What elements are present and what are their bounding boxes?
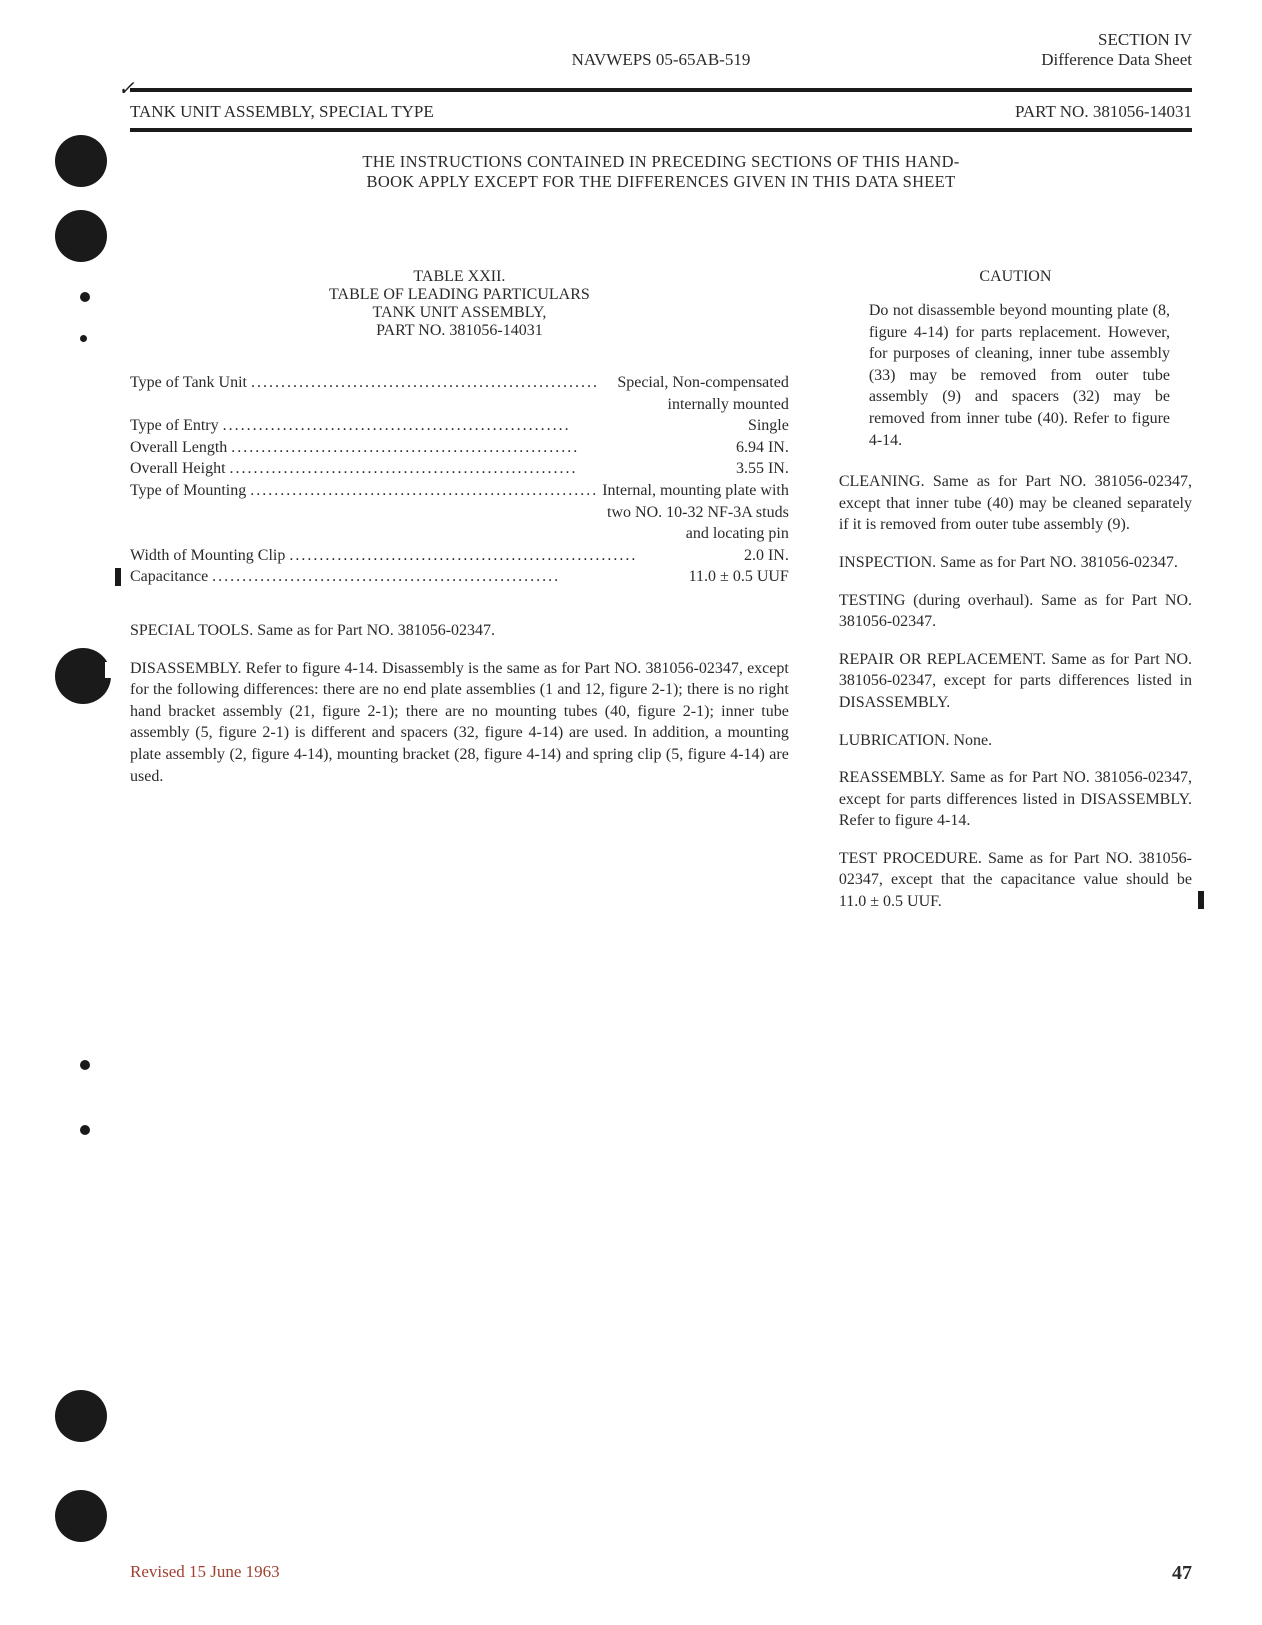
special-tools-para: SPECIAL TOOLS. Same as for Part NO. 3810… [130, 620, 789, 642]
table-label: TABLE XXII. [130, 268, 789, 286]
repair-para: REPAIR OR REPLACEMENT. Same as for Part … [839, 649, 1192, 714]
disassembly-para: DISASSEMBLY. Refer to figure 4-14. Disas… [130, 658, 789, 788]
revised-date: Revised 15 June 1963 [130, 1562, 280, 1585]
inspection-para: INSPECTION. Same as for Part NO. 381056-… [839, 552, 1192, 574]
reassembly-para: REASSEMBLY. Same as for Part NO. 381056-… [839, 767, 1192, 832]
punch-marks [30, 0, 86, 1625]
particular-value: 2.0 IN. [744, 545, 789, 567]
instructions-line2: BOOK APPLY EXCEPT FOR THE DIFFERENCES GI… [130, 172, 1192, 192]
particular-value: Internal, mounting plate with [602, 480, 789, 502]
table-title1: TABLE OF LEADING PARTICULARS [130, 286, 789, 304]
particular-row: Overall Height 3.55 IN. [130, 458, 789, 480]
particular-row: Width of Mounting Clip 2.0 IN. [130, 545, 789, 567]
assembly-title: TANK UNIT ASSEMBLY, SPECIAL TYPE [130, 102, 434, 122]
cleaning-para: CLEANING. Same as for Part NO. 381056-02… [839, 471, 1192, 536]
dot-leader [247, 372, 617, 394]
caution-title: CAUTION [839, 268, 1192, 286]
instructions-line1: THE INSTRUCTIONS CONTAINED IN PRECEDING … [130, 152, 1192, 172]
caution-body: Do not disassemble beyond mounting plate… [839, 300, 1192, 451]
right-column: CAUTION Do not disassemble beyond mounti… [839, 268, 1192, 929]
particular-value: and locating pin [686, 523, 789, 545]
testing-para: TESTING (during overhaul). Same as for P… [839, 590, 1192, 633]
table-title3: PART NO. 381056-14031 [130, 322, 789, 340]
punch-dot [55, 1390, 107, 1442]
particular-value: 11.0 ± 0.5 UUF [689, 566, 789, 588]
dot-leader [227, 437, 736, 459]
section-label: SECTION IV [838, 30, 1192, 50]
particular-value: Special, Non-compensated [617, 372, 789, 394]
particular-value: 3.55 IN. [736, 458, 789, 480]
punch-dot [80, 335, 87, 342]
particular-label: Overall Length [130, 437, 227, 459]
section-sub: Difference Data Sheet [838, 50, 1192, 70]
page-number: 47 [1172, 1562, 1192, 1585]
lubrication-para: LUBRICATION. None. [839, 730, 1192, 752]
content-columns: TABLE XXII. TABLE OF LEADING PARTICULARS… [130, 268, 1192, 929]
particular-value: two NO. 10-32 NF-3A studs [607, 502, 789, 524]
particular-value: 6.94 IN. [736, 437, 789, 459]
rule-bottom [130, 128, 1192, 132]
instructions-block: THE INSTRUCTIONS CONTAINED IN PRECEDING … [130, 152, 1192, 192]
particular-row-cont: and locating pin [130, 523, 789, 545]
dot-leader [226, 458, 736, 480]
punch-dot [55, 135, 107, 187]
dot-leader [208, 566, 688, 588]
particular-label: Type of Entry [130, 415, 219, 437]
test-procedure-para: TEST PROCEDURE. Same as for Part NO. 381… [839, 848, 1192, 913]
particular-label: Capacitance [130, 566, 208, 588]
punch-dot [55, 648, 111, 704]
particular-row: Type of Mounting Internal, mounting plat… [130, 480, 789, 502]
particular-label: Type of Mounting [130, 480, 246, 502]
dot-leader [285, 545, 744, 567]
punch-dot [55, 1490, 107, 1542]
dot-leader [219, 415, 748, 437]
change-bar-icon [1198, 891, 1204, 909]
subheader: TANK UNIT ASSEMBLY, SPECIAL TYPE PART NO… [130, 92, 1192, 128]
particular-row-cont: internally mounted [130, 394, 789, 416]
part-no: PART NO. 381056-14031 [1015, 102, 1192, 122]
particular-label: Overall Height [130, 458, 226, 480]
left-column: TABLE XXII. TABLE OF LEADING PARTICULARS… [130, 268, 789, 929]
punch-dot [80, 1125, 90, 1135]
particular-row: Capacitance 11.0 ± 0.5 UUF [130, 566, 789, 588]
particular-value: internally mounted [668, 394, 789, 416]
table-title2: TANK UNIT ASSEMBLY, [130, 304, 789, 322]
punch-dot [80, 1060, 90, 1070]
particular-label: Type of Tank Unit [130, 372, 247, 394]
particular-row-cont: two NO. 10-32 NF-3A studs [130, 502, 789, 524]
table-title: TABLE XXII. TABLE OF LEADING PARTICULARS… [130, 268, 789, 340]
change-bar-icon [115, 568, 121, 586]
dot-leader [246, 480, 602, 502]
particular-row: Type of Entry Single [130, 415, 789, 437]
punch-dot [80, 292, 90, 302]
punch-dot [55, 210, 107, 262]
page-header: NAVWEPS 05-65AB-519 SECTION IV Differenc… [130, 30, 1192, 74]
particular-label: Width of Mounting Clip [130, 545, 285, 567]
particulars-list: Type of Tank Unit Special, Non-compensat… [130, 372, 789, 588]
particular-row: Overall Length 6.94 IN. [130, 437, 789, 459]
tick-mark: ✓ [118, 76, 135, 101]
page-footer: Revised 15 June 1963 47 [130, 1562, 1192, 1585]
particular-row: Type of Tank Unit Special, Non-compensat… [130, 372, 789, 394]
particular-value: Single [748, 415, 789, 437]
doc-number: NAVWEPS 05-65AB-519 [484, 50, 838, 70]
